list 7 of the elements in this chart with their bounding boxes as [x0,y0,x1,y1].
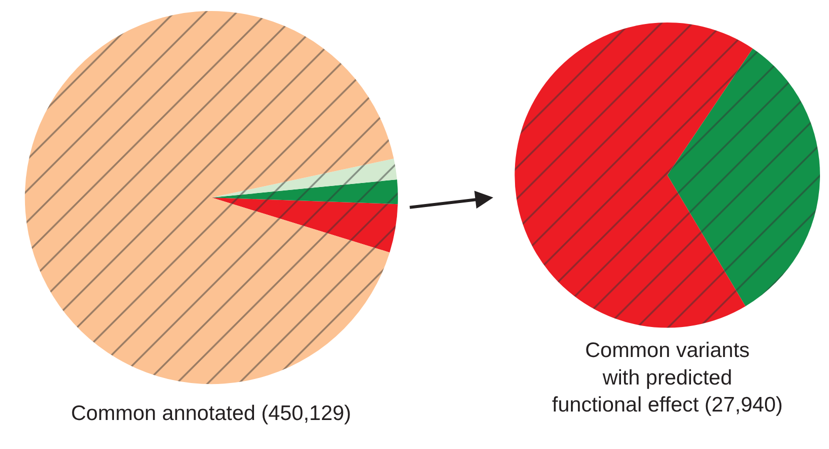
pie-slice [667,48,820,306]
pie-slice [211,158,398,198]
pie-slice [24,11,394,384]
pie-slice [211,198,398,252]
text: Common annotated (450,129) [71,402,352,425]
text: Common variants with predicted functional effect (27,940) [552,339,783,417]
pie-slice [514,22,753,328]
